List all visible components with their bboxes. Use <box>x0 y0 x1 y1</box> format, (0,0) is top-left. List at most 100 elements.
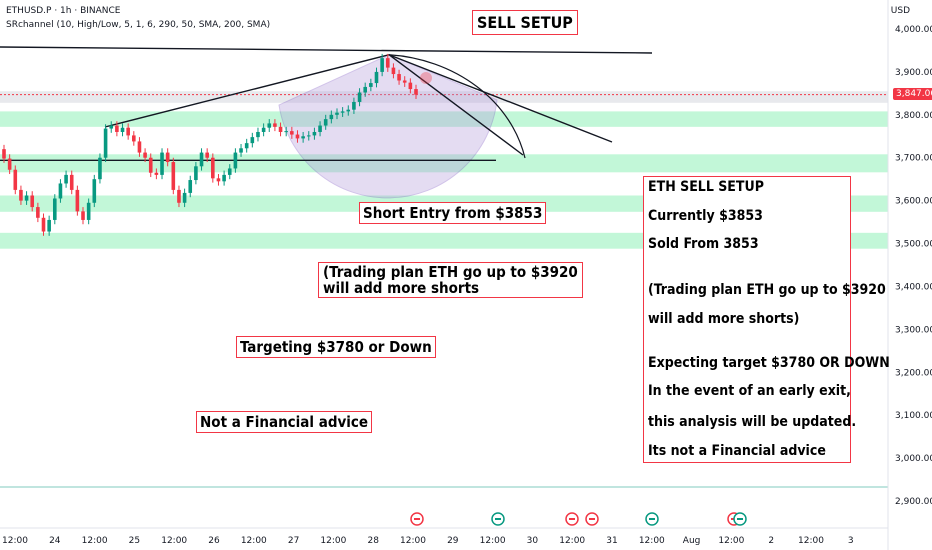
candle-body <box>165 152 170 163</box>
candle-body <box>52 198 57 220</box>
sr-zone <box>0 154 888 173</box>
trendline <box>388 54 613 143</box>
x-tick-label: 3 <box>848 536 854 546</box>
y-tick-label: 4,000.00 <box>895 25 932 35</box>
candle-body <box>58 183 63 199</box>
candle-body <box>81 211 85 220</box>
x-tick-label: 26 <box>208 536 220 546</box>
candle-body <box>69 174 74 190</box>
trading-plan-note: (Trading plan ETH go up to $3920 will ad… <box>318 262 583 298</box>
candle-body <box>295 134 300 139</box>
not-advice-label: Not a Financial advice <box>196 411 373 433</box>
x-tick-label: 31 <box>606 536 617 546</box>
candle-body <box>278 126 283 132</box>
candle-body <box>233 152 238 169</box>
candle-body <box>199 152 204 167</box>
fib-fan-shape <box>278 54 498 199</box>
sell-marker <box>420 72 432 84</box>
y-tick-label: 3,600.00 <box>895 197 932 207</box>
currency-label[interactable]: USD <box>890 6 910 16</box>
x-tick-label: 29 <box>447 536 459 546</box>
info-line: this analysis will be updated. <box>648 414 857 430</box>
candle-body <box>369 83 373 87</box>
candle-body <box>329 114 334 120</box>
candle-body <box>340 111 345 113</box>
candle-body <box>284 131 288 133</box>
candle-body <box>171 162 176 190</box>
candle-body <box>19 189 23 201</box>
trend-drawings <box>0 46 653 199</box>
candle-body <box>137 141 142 153</box>
candle-body <box>227 168 232 175</box>
info-box: ETH SELL SETUP Currently $3853 Sold From… <box>643 176 890 463</box>
y-tick-label: 3,200.00 <box>895 368 932 378</box>
candle-body <box>352 101 356 110</box>
candle-body <box>211 157 215 179</box>
x-tick-label: 30 <box>527 536 539 546</box>
candle-body <box>385 58 390 68</box>
candle-body <box>64 174 68 184</box>
x-tick-label: 25 <box>129 536 140 546</box>
candle-body <box>363 86 368 93</box>
candle-body <box>24 195 29 201</box>
event-icons <box>410 512 747 526</box>
candle-body <box>177 189 181 203</box>
candle-body <box>323 119 328 126</box>
candle-body <box>182 192 187 203</box>
candle-body <box>380 58 384 72</box>
candle-body <box>126 127 130 136</box>
y-tick-label: 3,500.00 <box>895 240 932 250</box>
candle-body <box>92 179 97 203</box>
x-tick-label: Aug <box>683 536 701 546</box>
y-tick-label: 3,400.00 <box>895 282 932 292</box>
candle-body <box>36 207 40 218</box>
info-line: Sold From 3853 <box>648 236 759 252</box>
trading-plan-line-2: will add more shorts <box>323 279 480 297</box>
info-line: Expecting target $3780 OR DOWN <box>648 355 890 371</box>
candle-body <box>154 172 159 175</box>
candle-body <box>306 135 311 137</box>
x-tick-label: 28 <box>367 536 379 546</box>
info-line: ETH SELL SETUP <box>648 179 764 195</box>
trading-plan-line-1: (Trading plan ETH go up to $3920 <box>323 263 578 281</box>
x-tick-label: 12:00 <box>2 536 28 546</box>
trendline <box>104 54 390 128</box>
price-band <box>0 91 888 103</box>
candle-body <box>397 74 401 81</box>
x-tick-label: 2 <box>768 536 774 546</box>
candle-body <box>318 125 322 132</box>
candle-body <box>346 109 351 112</box>
fan-arc <box>388 54 526 159</box>
candle-body <box>30 195 35 208</box>
symbol-title: ETHUSD.P · 1h · BINANCE <box>6 6 121 16</box>
candle-body <box>216 178 221 182</box>
x-tick-label: 12:00 <box>82 536 108 546</box>
candle-body <box>41 217 46 232</box>
x-tick-label: 12:00 <box>559 536 585 546</box>
candles <box>2 53 418 236</box>
indicator-legend[interactable]: SRchannel (10, High/Low, 5, 1, 6, 290, 5… <box>6 20 271 30</box>
y-tick-label: 3,300.00 <box>895 325 932 335</box>
candle-body <box>13 169 18 190</box>
candle-body <box>408 82 413 90</box>
candle-body <box>98 157 102 180</box>
x-tick-label: 12:00 <box>320 536 346 546</box>
time-axis: 12:00 24 12:00 25 12:00 26 12:00 27 12:00 28 12:00… <box>0 527 888 546</box>
candle-body <box>103 128 108 158</box>
candle-body <box>239 148 243 153</box>
y-tick-label: 2,900.00 <box>895 497 932 507</box>
candle-body <box>86 202 91 220</box>
targeting-label: Targeting $3780 or Down <box>236 336 436 358</box>
candle-body <box>194 166 198 181</box>
trendline <box>388 54 524 156</box>
x-tick-label: 12:00 <box>400 536 426 546</box>
candle-body <box>188 180 193 193</box>
candle-body <box>273 123 277 127</box>
candle-body <box>391 67 396 75</box>
y-tick-label: 3,800.00 <box>895 111 932 121</box>
sell-setup-label: SELL SETUP <box>472 10 578 35</box>
x-tick-label: 12:00 <box>241 536 267 546</box>
y-tick-label: 3,000.00 <box>895 454 932 464</box>
candle-body <box>47 219 51 232</box>
